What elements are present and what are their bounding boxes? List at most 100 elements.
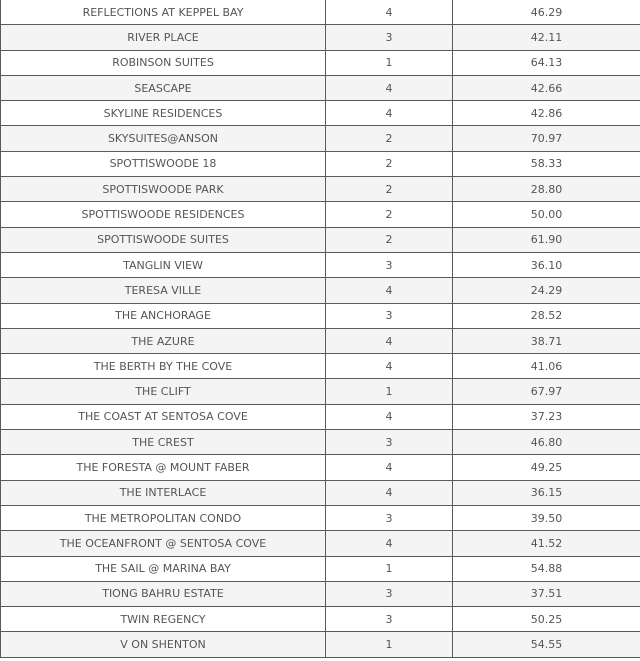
table-row: THE INTERLACE 4 36.15 <box>0 479 640 506</box>
project-name-cell: TERESA VILLE <box>0 277 326 304</box>
count-cell: 2 <box>325 201 453 228</box>
table-row: THE OCEANFRONT @ SENTOSA COVE 4 41.52 <box>0 530 640 557</box>
project-name-cell: THE OCEANFRONT @ SENTOSA COVE <box>0 530 326 557</box>
project-name-cell: THE ANCHORAGE <box>0 302 326 329</box>
value-cell: 28.52 <box>452 302 640 329</box>
count-cell: 1 <box>325 555 453 582</box>
count-cell: 4 <box>325 403 453 431</box>
count-cell: 3 <box>325 429 453 456</box>
project-name-cell: REFLECTIONS AT KEPPEL BAY <box>0 0 326 26</box>
value-cell: 54.88 <box>452 555 640 582</box>
value-cell: 61.90 <box>452 226 640 253</box>
table-row: THE METROPOLITAN CONDO 3 39.50 <box>0 504 640 532</box>
value-cell: 67.97 <box>452 378 640 405</box>
count-cell: 4 <box>325 454 453 481</box>
count-cell: 3 <box>325 504 453 532</box>
table-row: THE CLIFT 1 67.97 <box>0 378 640 405</box>
value-cell: 37.51 <box>452 580 640 608</box>
table-row: THE CREST 3 46.80 <box>0 429 640 456</box>
project-name-cell: SPOTTISWOODE PARK <box>0 176 326 203</box>
count-cell: 1 <box>325 49 453 76</box>
project-name-cell: SPOTTISWOODE 18 <box>0 150 326 178</box>
project-name-cell: THE CREST <box>0 429 326 456</box>
project-name-cell: V ON SHENTON <box>0 631 326 658</box>
table-row: THE BERTH BY THE COVE 4 41.06 <box>0 353 640 380</box>
value-cell: 38.71 <box>452 327 640 355</box>
value-cell: 36.15 <box>452 479 640 506</box>
count-cell: 2 <box>325 125 453 152</box>
count-cell: 4 <box>325 327 453 355</box>
value-cell: 42.66 <box>452 74 640 102</box>
value-cell: 50.25 <box>452 606 640 633</box>
value-cell: 37.23 <box>452 403 640 431</box>
count-cell: 2 <box>325 176 453 203</box>
project-name-cell: THE CLIFT <box>0 378 326 405</box>
table-row: SPOTTISWOODE PARK 2 28.80 <box>0 176 640 203</box>
table-row: SEASCAPE 4 42.66 <box>0 74 640 102</box>
project-name-cell: TANGLIN VIEW <box>0 251 326 279</box>
table-row: SPOTTISWOODE SUITES 2 61.90 <box>0 226 640 253</box>
project-name-cell: THE COAST AT SENTOSA COVE <box>0 403 326 431</box>
project-name-cell: THE INTERLACE <box>0 479 326 506</box>
count-cell: 4 <box>325 0 453 26</box>
count-cell: 4 <box>325 277 453 304</box>
table-row: THE SAIL @ MARINA BAY 1 54.88 <box>0 555 640 582</box>
count-cell: 4 <box>325 479 453 506</box>
value-cell: 58.33 <box>452 150 640 178</box>
count-cell: 3 <box>325 302 453 329</box>
table-row: TWIN REGENCY 3 50.25 <box>0 606 640 633</box>
table-row: V ON SHENTON 1 54.55 <box>0 631 640 658</box>
table-row: REFLECTIONS AT KEPPEL BAY 4 46.29 <box>0 0 640 26</box>
value-cell: 54.55 <box>452 631 640 658</box>
count-cell: 4 <box>325 353 453 380</box>
count-cell: 2 <box>325 150 453 178</box>
value-cell: 70.97 <box>452 125 640 152</box>
project-name-cell: SEASCAPE <box>0 74 326 102</box>
project-name-cell: RIVER PLACE <box>0 24 326 51</box>
value-cell: 42.86 <box>452 100 640 127</box>
table-row: THE ANCHORAGE 3 28.52 <box>0 302 640 329</box>
value-cell: 41.06 <box>452 353 640 380</box>
table-row: SKYSUITES@ANSON 2 70.97 <box>0 125 640 152</box>
project-name-cell: SKYSUITES@ANSON <box>0 125 326 152</box>
value-cell: 49.25 <box>452 454 640 481</box>
value-cell: 50.00 <box>452 201 640 228</box>
project-name-cell: TIONG BAHRU ESTATE <box>0 580 326 608</box>
project-name-cell: THE BERTH BY THE COVE <box>0 353 326 380</box>
value-cell: 24.29 <box>452 277 640 304</box>
table-row: THE FORESTA @ MOUNT FABER 4 49.25 <box>0 454 640 481</box>
value-cell: 28.80 <box>452 176 640 203</box>
count-cell: 3 <box>325 251 453 279</box>
count-cell: 4 <box>325 100 453 127</box>
table-row: ROBINSON SUITES 1 64.13 <box>0 49 640 76</box>
project-name-cell: SPOTTISWOODE SUITES <box>0 226 326 253</box>
project-name-cell: THE SAIL @ MARINA BAY <box>0 555 326 582</box>
project-name-cell: ROBINSON SUITES <box>0 49 326 76</box>
table-row: SPOTTISWOODE RESIDENCES 2 50.00 <box>0 201 640 228</box>
table-row: THE AZURE 4 38.71 <box>0 327 640 355</box>
table-row: RIVER PLACE 3 42.11 <box>0 24 640 51</box>
project-name-cell: THE AZURE <box>0 327 326 355</box>
project-name-cell: TWIN REGENCY <box>0 606 326 633</box>
count-cell: 1 <box>325 631 453 658</box>
project-name-cell: THE METROPOLITAN CONDO <box>0 504 326 532</box>
table-row: SKYLINE RESIDENCES 4 42.86 <box>0 100 640 127</box>
table-row: SPOTTISWOODE 18 2 58.33 <box>0 150 640 178</box>
project-name-cell: SPOTTISWOODE RESIDENCES <box>0 201 326 228</box>
count-cell: 3 <box>325 580 453 608</box>
table-row: TANGLIN VIEW 3 36.10 <box>0 251 640 279</box>
value-cell: 46.80 <box>452 429 640 456</box>
count-cell: 4 <box>325 74 453 102</box>
count-cell: 1 <box>325 378 453 405</box>
table-row: TIONG BAHRU ESTATE 3 37.51 <box>0 580 640 608</box>
value-cell: 41.52 <box>452 530 640 557</box>
table-row: TERESA VILLE 4 24.29 <box>0 277 640 304</box>
value-cell: 64.13 <box>452 49 640 76</box>
value-cell: 46.29 <box>452 0 640 26</box>
count-cell: 3 <box>325 606 453 633</box>
table-row: THE COAST AT SENTOSA COVE 4 37.23 <box>0 403 640 431</box>
count-cell: 3 <box>325 24 453 51</box>
count-cell: 2 <box>325 226 453 253</box>
